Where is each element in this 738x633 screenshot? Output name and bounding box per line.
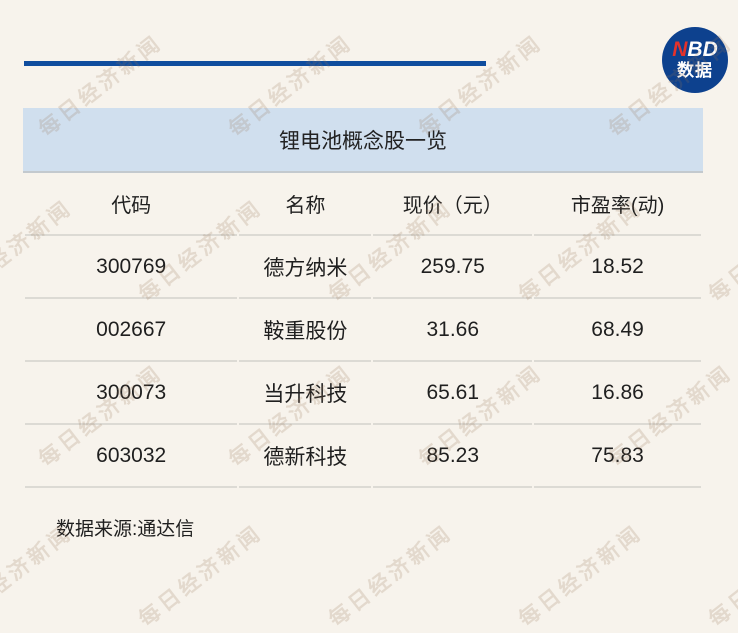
nbd-stock-infographic: { "chart_data": { "type": "table", "titl… [0,27,738,632]
nbd-logo-brand-rest: BD [687,37,718,61]
cell-code: 300073 [25,362,238,425]
table-row: 603032 德新科技 85.23 75.83 [25,425,701,488]
cell-name: 鞍重股份 [239,299,372,362]
nbd-logo-brand-red: N [672,37,688,61]
cell-pe: 18.52 [534,236,701,299]
cell-code: 603032 [25,425,238,488]
table-title: 锂电池概念股一览 [23,108,703,173]
cell-pe: 68.49 [534,299,701,362]
watermark-text: 每日经济新闻 [704,520,738,632]
column-header-pe: 市盈率(动) [534,173,701,236]
cell-code: 300769 [25,236,238,299]
cell-price: 85.23 [373,425,533,488]
table-row: 300769 德方纳米 259.75 18.52 [25,236,701,299]
column-header-price: 现价（元） [373,173,533,236]
cell-price: 65.61 [373,362,533,425]
cell-price: 259.75 [373,236,533,299]
cell-name: 德方纳米 [239,236,372,299]
table-header-row: 代码 名称 现价（元） 市盈率(动) [25,173,701,236]
header-rule [24,61,486,66]
nbd-logo-subtitle: 数据 [677,60,713,80]
table-row: 002667 鞍重股份 31.66 68.49 [25,299,701,362]
data-source: 数据来源:通达信 [56,519,195,540]
table-row: 300073 当升科技 65.61 16.86 [25,362,701,425]
stock-table: 代码 名称 现价（元） 市盈率(动) 300769 德方纳米 259.75 18… [23,173,703,488]
stock-table-panel: 锂电池概念股一览 代码 名称 现价（元） 市盈率(动) 300769 德方纳米 … [23,108,703,541]
cell-name: 德新科技 [239,425,372,488]
nbd-logo: NBD 数据 [662,27,728,93]
cell-price: 31.66 [373,299,533,362]
cell-pe: 16.86 [534,362,701,425]
watermark-text: 每日经济新闻 [704,195,738,307]
cell-name: 当升科技 [239,362,372,425]
column-header-name: 名称 [239,173,372,236]
cell-pe: 75.83 [534,425,701,488]
nbd-logo-brand: NBD [672,39,718,60]
column-header-code: 代码 [25,173,238,236]
cell-code: 002667 [25,299,238,362]
